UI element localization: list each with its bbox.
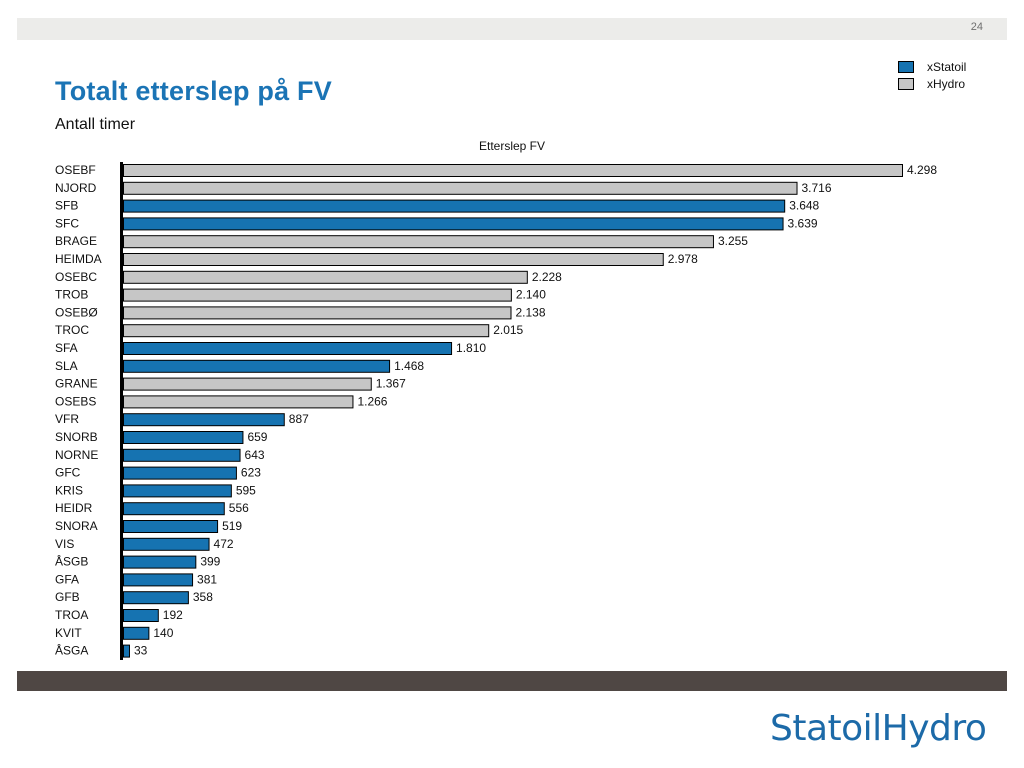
bar-heidr bbox=[123, 502, 225, 516]
category-label: HEIMDA bbox=[55, 252, 102, 266]
bar-sfc bbox=[123, 217, 784, 231]
bar-troc bbox=[123, 324, 490, 338]
value-label: 4.298 bbox=[907, 163, 937, 177]
value-label: 1.810 bbox=[456, 341, 486, 355]
value-label: 1.367 bbox=[376, 377, 406, 391]
bar--sga bbox=[123, 644, 130, 658]
value-label: 381 bbox=[197, 572, 217, 586]
bar-kris bbox=[123, 484, 232, 498]
value-label: 33 bbox=[134, 644, 148, 658]
value-label: 1.266 bbox=[357, 394, 387, 408]
value-label: 623 bbox=[241, 466, 261, 480]
bar-osebs bbox=[123, 395, 354, 409]
category-label: GFB bbox=[55, 590, 80, 604]
bar--sgb bbox=[123, 555, 197, 569]
value-label: 140 bbox=[153, 626, 173, 640]
category-label: OSEBC bbox=[55, 270, 97, 284]
legend-label-xstatoil: xStatoil bbox=[927, 60, 967, 74]
category-label: ÅSGB bbox=[55, 554, 88, 569]
bar-osebf bbox=[123, 164, 903, 177]
bar-grane bbox=[123, 377, 372, 391]
value-label: 192 bbox=[163, 608, 183, 622]
chart-title: Etterslep FV bbox=[479, 139, 545, 153]
bar-gfa bbox=[123, 573, 194, 587]
legend-swatch-xstatoil bbox=[898, 61, 914, 73]
bar-kvit bbox=[123, 626, 150, 640]
value-label: 399 bbox=[200, 555, 220, 569]
value-label: 2.138 bbox=[516, 305, 546, 319]
category-label: SNORB bbox=[55, 430, 98, 444]
category-label: OSEBF bbox=[55, 163, 96, 177]
value-label: 519 bbox=[222, 519, 242, 533]
bar-sfb bbox=[123, 199, 786, 213]
page-title: Totalt etterslep på FV bbox=[55, 76, 332, 106]
category-label: TROA bbox=[55, 608, 88, 622]
bar-osebc bbox=[123, 270, 528, 284]
top-bar: 24 bbox=[17, 18, 1007, 40]
category-label: SLA bbox=[55, 359, 78, 373]
bar-vis bbox=[123, 537, 210, 551]
value-label: 3.716 bbox=[802, 181, 832, 195]
category-label: NORNE bbox=[55, 448, 98, 462]
bar-sfa bbox=[123, 342, 453, 355]
value-label: 3.648 bbox=[789, 199, 819, 213]
category-label: SFA bbox=[55, 341, 78, 355]
category-label: TROC bbox=[55, 323, 89, 337]
bottom-bar bbox=[17, 671, 1007, 691]
category-label: GFC bbox=[55, 466, 81, 480]
page-subtitle: Antall timer bbox=[55, 116, 136, 133]
category-label: GRANE bbox=[55, 377, 98, 391]
category-label: KVIT bbox=[55, 626, 82, 640]
value-label: 3.255 bbox=[718, 234, 748, 248]
bar-heimda bbox=[123, 253, 664, 266]
category-label: OSEBØ bbox=[55, 305, 98, 319]
bar-snora bbox=[123, 520, 219, 533]
value-label: 659 bbox=[247, 430, 267, 444]
bar-trob bbox=[123, 288, 512, 302]
value-label: 1.468 bbox=[394, 359, 424, 373]
bar-troa bbox=[123, 609, 159, 622]
category-label: SFC bbox=[55, 216, 79, 230]
value-label: 2.140 bbox=[516, 288, 546, 302]
bar-brage bbox=[123, 235, 714, 249]
category-label: HEIDR bbox=[55, 501, 93, 515]
category-label: SFB bbox=[55, 199, 78, 213]
bar-gfc bbox=[123, 466, 237, 480]
value-label: 472 bbox=[214, 537, 234, 551]
bar-gfb bbox=[123, 591, 189, 605]
category-label: SNORA bbox=[55, 519, 98, 533]
bar-norne bbox=[123, 448, 241, 462]
value-label: 2.978 bbox=[668, 252, 698, 266]
category-label: TROB bbox=[55, 288, 88, 302]
page-number: 24 bbox=[970, 21, 983, 33]
value-label: 2.228 bbox=[532, 270, 562, 284]
bar-snorb bbox=[123, 431, 244, 444]
category-label: BRAGE bbox=[55, 234, 97, 248]
value-label: 358 bbox=[193, 590, 213, 604]
value-label: 643 bbox=[245, 448, 265, 462]
category-label: OSEBS bbox=[55, 394, 96, 408]
bar-chart: Etterslep FV OSEBF 4.298 NJORD 3.716 SFB 3.64… bbox=[55, 139, 937, 660]
category-label: NJORD bbox=[55, 181, 97, 195]
bar-sla bbox=[123, 359, 391, 373]
bar-njord bbox=[123, 181, 798, 195]
company-logo: StatoilHydro bbox=[770, 708, 987, 749]
bar-vfr bbox=[123, 413, 285, 427]
category-label: VIS bbox=[55, 537, 74, 551]
category-label: KRIS bbox=[55, 483, 83, 497]
value-label: 595 bbox=[236, 483, 256, 497]
legend-swatch-xhydro bbox=[898, 78, 914, 90]
category-label: ÅSGA bbox=[55, 643, 88, 658]
bar-oseb- bbox=[123, 306, 512, 320]
value-label: 3.639 bbox=[788, 216, 818, 230]
value-label: 2.015 bbox=[493, 323, 523, 337]
value-label: 556 bbox=[229, 501, 249, 515]
value-label: 887 bbox=[289, 412, 309, 426]
category-label: GFA bbox=[55, 572, 79, 586]
legend-label-xhydro: xHydro bbox=[927, 77, 966, 91]
category-label: VFR bbox=[55, 412, 79, 426]
